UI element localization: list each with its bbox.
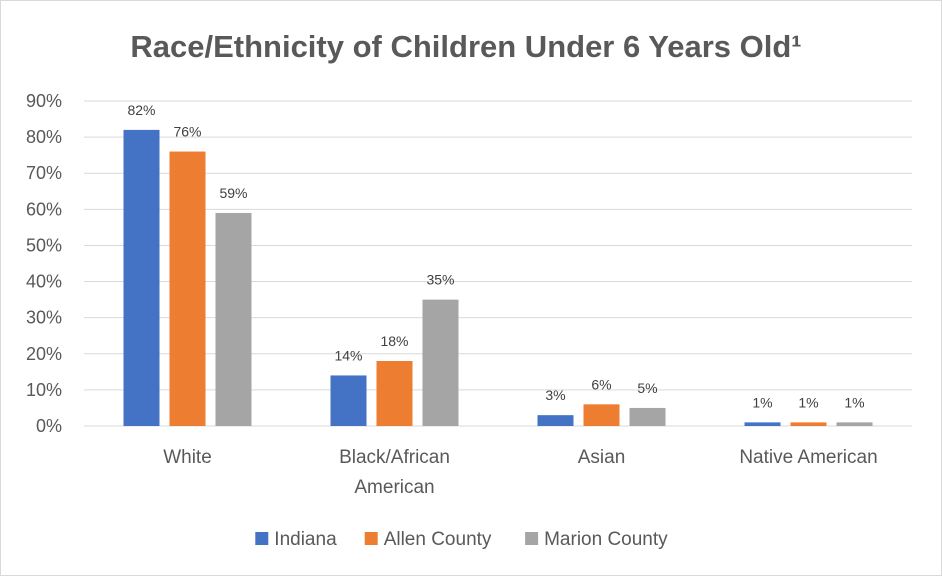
bar bbox=[422, 299, 459, 426]
y-tick-label: 30% bbox=[26, 308, 62, 328]
legend-label: Allen County bbox=[384, 529, 492, 550]
data-label: 14% bbox=[334, 347, 362, 363]
bar bbox=[836, 422, 873, 426]
x-tick-label: Asian bbox=[578, 447, 626, 468]
data-label: 3% bbox=[545, 387, 565, 403]
data-label: 18% bbox=[380, 333, 408, 349]
data-label: 1% bbox=[752, 394, 772, 410]
bar bbox=[169, 151, 206, 427]
data-label: 5% bbox=[637, 380, 657, 396]
bar bbox=[376, 361, 413, 426]
bar bbox=[744, 422, 781, 426]
data-label: 6% bbox=[591, 376, 611, 392]
legend-swatch bbox=[255, 532, 269, 545]
bar bbox=[123, 129, 160, 426]
y-tick-label: 40% bbox=[26, 272, 62, 292]
data-label: 59% bbox=[219, 185, 247, 201]
data-label: 82% bbox=[127, 102, 155, 118]
legend-label: Indiana bbox=[274, 529, 337, 550]
bar bbox=[790, 422, 827, 426]
y-tick-label: 80% bbox=[26, 127, 62, 147]
x-tick-label: Native American bbox=[739, 447, 877, 468]
bar bbox=[330, 375, 367, 426]
y-tick-label: 20% bbox=[26, 344, 62, 364]
y-tick-label: 90% bbox=[26, 91, 62, 111]
legend-label: Marion County bbox=[544, 529, 668, 550]
y-tick-label: 0% bbox=[36, 416, 62, 436]
data-label: 35% bbox=[426, 272, 454, 288]
data-labels: 82% 76% 59% 14% 18% 35% 3% 6% 5% 1% 1% 1% bbox=[127, 102, 864, 411]
bar bbox=[215, 212, 252, 426]
bar bbox=[583, 404, 620, 426]
legend-swatch bbox=[364, 532, 378, 545]
x-axis: White Black/African American Asian Native Am… bbox=[163, 447, 877, 498]
data-label: 1% bbox=[844, 394, 864, 410]
bars bbox=[123, 129, 873, 427]
x-tick-label: White bbox=[163, 447, 212, 468]
legend-swatch bbox=[525, 532, 539, 545]
y-tick-label: 10% bbox=[26, 380, 62, 400]
y-tick-label: 70% bbox=[26, 163, 62, 183]
bar bbox=[537, 415, 574, 426]
legend: Indiana Allen County Marion County bbox=[255, 529, 668, 550]
y-tick-label: 50% bbox=[26, 235, 62, 255]
x-tick-label: Black/African American bbox=[339, 447, 450, 498]
chart-title: Race/Ethnicity of Children Under 6 Years… bbox=[130, 29, 801, 64]
data-label: 76% bbox=[173, 124, 201, 140]
bar bbox=[629, 407, 666, 426]
gridlines bbox=[84, 100, 912, 427]
data-label: 1% bbox=[798, 394, 818, 410]
y-tick-label: 60% bbox=[26, 199, 62, 219]
y-axis: 0% 10% 20% 30% 40% 50% 60% 70% 80% 90% bbox=[26, 91, 62, 436]
